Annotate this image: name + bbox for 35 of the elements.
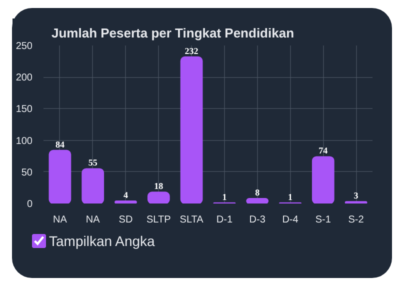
- bar: [312, 156, 334, 204]
- y-tick-label: 100: [16, 136, 33, 147]
- data-label: 74: [318, 146, 328, 156]
- bar: [114, 200, 137, 204]
- y-tick-label: 150: [16, 104, 33, 116]
- data-label: 4: [124, 190, 128, 200]
- bar: [82, 168, 104, 204]
- bar: [48, 150, 72, 204]
- x-tick-label: NA: [53, 214, 68, 226]
- text: Tampilkan Angka: [49, 233, 155, 249]
- y-tick-label: 200: [16, 72, 33, 84]
- chart-title: Jumlah Peserta per Tingkat Pendidikan: [52, 26, 294, 40]
- data-label: 232: [184, 46, 199, 56]
- y-tick-label: 50: [21, 167, 33, 178]
- x-tick-label: SD: [118, 214, 133, 226]
- x-tick-label: S-1: [315, 214, 332, 226]
- data-label: 84: [55, 139, 65, 150]
- x-tick-label: NA: [86, 214, 100, 226]
- bar: [246, 198, 269, 204]
- x-tick-label: S-2: [348, 214, 364, 226]
- x-tick-label: SLTA: [180, 214, 204, 226]
- data-label: 55: [88, 158, 98, 168]
- data-label: 8: [255, 187, 260, 198]
- data-label: 1: [288, 192, 293, 202]
- x-tick-label: SLTP: [146, 214, 172, 226]
- x-tick-label: D-4: [282, 214, 299, 226]
- bar: [147, 192, 170, 204]
- data-label: 18: [154, 181, 164, 192]
- data-label: 3: [354, 190, 359, 201]
- data-label: 1: [222, 192, 228, 202]
- bar: [180, 56, 203, 204]
- y-tick-label: 250: [16, 41, 33, 52]
- x-tick-label: D-3: [249, 214, 266, 226]
- x-tick-label: D-1: [216, 214, 233, 226]
- y-tick-label: 0: [26, 199, 33, 210]
